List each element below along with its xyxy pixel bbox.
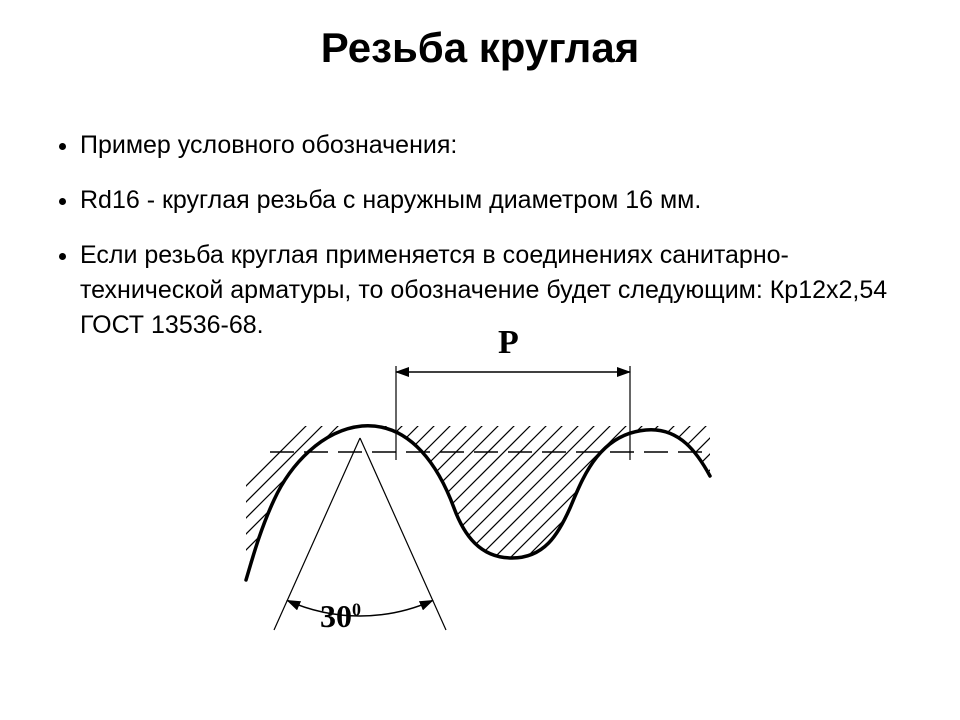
pitch-label: P (498, 324, 519, 362)
bullet-list: Пример условного обозначения: Rd16 - кру… (54, 128, 914, 363)
slide: Резьба круглая Пример условного обозначе… (0, 0, 960, 720)
bullet-item: Rd16 - круглая резьба с наружным диаметр… (80, 183, 914, 218)
thread-svg (230, 330, 730, 650)
angle-superscript: 0 (352, 599, 361, 619)
bullet-item: Если резьба круглая применяется в соедин… (80, 238, 914, 343)
slide-title: Резьба круглая (0, 24, 960, 72)
angle-value: 30 (320, 598, 352, 634)
thread-diagram: P 300 (230, 330, 730, 650)
bullet-item: Пример условного обозначения: (80, 128, 914, 163)
angle-label: 300 (320, 598, 361, 635)
